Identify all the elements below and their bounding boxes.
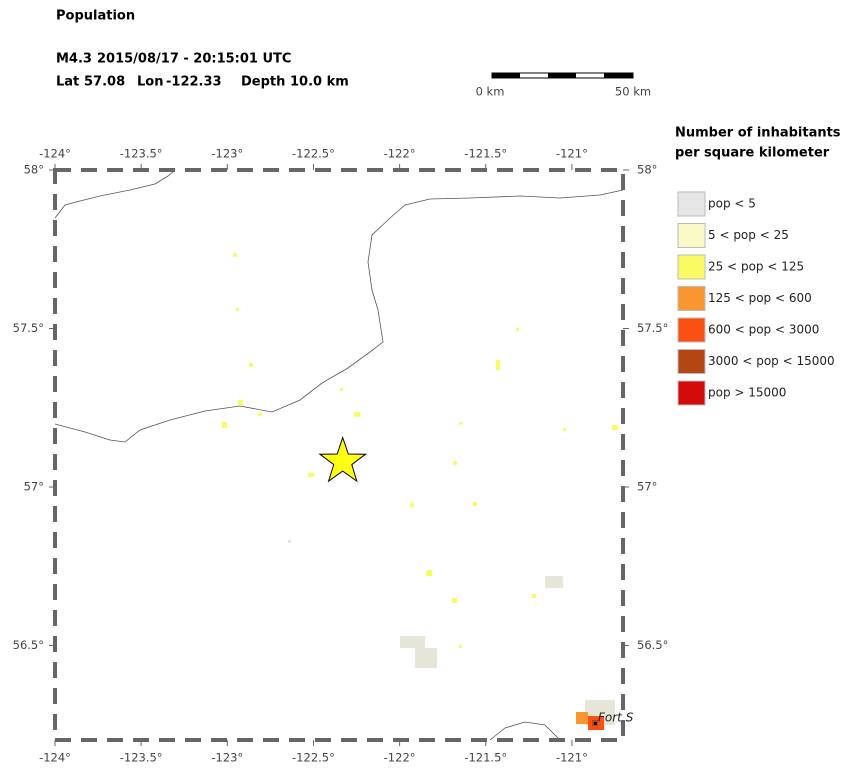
lon-tick-label: -121° [556,147,588,161]
lon-tick-label: -123° [211,147,243,161]
lon-label: Lon [137,75,163,90]
legend-label: pop < 5 [708,197,756,211]
lon-tick-label: -121.5° [464,147,507,161]
legend-label: 600 < pop < 3000 [708,323,819,337]
legend-swatch [677,223,706,248]
legend-swatch [677,286,706,311]
legend-label: 25 < pop < 125 [708,260,804,274]
lon-tick-label: -122.5° [292,147,335,161]
lat-tick-label: 57.5° [637,321,668,335]
legend-label: 125 < pop < 600 [708,291,812,305]
lon-tick-label: -122.5° [292,751,335,765]
legend-swatch [677,380,706,406]
depth-label: Depth [241,75,285,90]
lon-tick-label: -123° [211,751,243,765]
lat-tick-label: 58° [24,163,44,177]
legend-swatch [677,254,706,280]
legend-title: per square kilometer [675,146,830,161]
scale-start: 0 km [476,85,505,99]
legend-swatch [677,349,706,374]
scale-bar [491,72,634,79]
lat-tick-label: 58° [637,163,657,177]
legend-label: 5 < pop < 25 [708,228,789,242]
legend-label: 3000 < pop < 15000 [708,354,835,368]
lon-tick-label: -123.5° [120,751,163,765]
lon-tick-label: -121° [556,751,588,765]
lat-tick-label: 57° [637,480,657,494]
lon-tick-label: -124° [39,751,71,765]
lat-tick-label: 56.5° [637,638,668,652]
lat-tick-label: 57° [24,480,44,494]
epicenter [318,436,368,483]
legend-swatch [677,317,706,343]
lat-label: Lat [56,75,79,90]
legend-label: pop > 15000 [708,386,786,400]
magnitude: M4.3 [56,52,92,67]
legend-swatch [677,191,706,217]
lon-tick-label: -122° [384,147,416,161]
legend-title: Number of inhabitants [675,126,841,141]
place-label: Fort S [598,711,634,725]
lat-value: 57.08 [84,75,125,90]
lat-tick-label: 56.5° [13,638,44,652]
lon-tick-label: -123.5° [120,147,163,161]
lon-value: -122.33 [166,75,222,90]
lon-tick-label: -124° [39,147,71,161]
lon-tick-label: -121.5° [464,751,507,765]
lon-tick-label: -122° [384,751,416,765]
lat-tick-label: 57.5° [13,321,44,335]
title: Population [56,9,135,24]
scale-end: 50 km [615,85,651,99]
depth-value: 10.0 km [290,75,349,90]
event-time: 2015/08/17 - 20:15:01 UTC [97,52,291,67]
